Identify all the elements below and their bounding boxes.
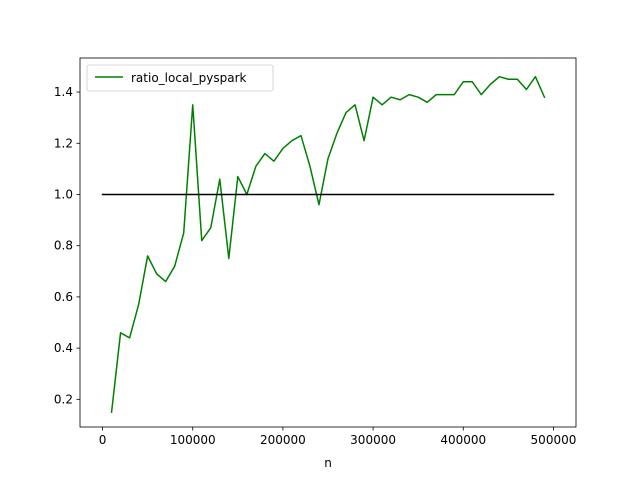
series-line-ratio_local_pyspark (110, 75, 546, 413)
y-tick-label: 1.2 (54, 136, 73, 150)
plot-area (80, 58, 576, 427)
y-tick-label: 0.8 (54, 239, 73, 253)
x-tick-label: 500000 (531, 433, 577, 447)
y-tick-label: 1.4 (54, 85, 73, 99)
legend: ratio_local_pyspark (86, 64, 274, 92)
y-tick-label: 0.2 (54, 392, 73, 406)
y-tick-label: 0.4 (54, 341, 73, 355)
series-layer (101, 75, 555, 413)
x-tick-label: 0 (99, 433, 107, 447)
x-tick-label: 100000 (170, 433, 216, 447)
plot-frame (79, 57, 577, 428)
x-tick-label: 200000 (260, 433, 306, 447)
legend-box (86, 64, 274, 92)
y-axis: 0.2 0.4 0.6 0.8 1.0 1.2 1.4 (54, 85, 80, 406)
x-axis: 0 100000 200000 300000 400000 500000 (99, 427, 577, 447)
x-tick-label: 300000 (350, 433, 396, 447)
x-axis-label: n (324, 456, 332, 470)
y-tick-label: 0.6 (54, 290, 73, 304)
legend-label: ratio_local_pyspark (131, 71, 247, 85)
x-tick-label: 400000 (440, 433, 486, 447)
y-tick-label: 1.0 (54, 187, 73, 201)
